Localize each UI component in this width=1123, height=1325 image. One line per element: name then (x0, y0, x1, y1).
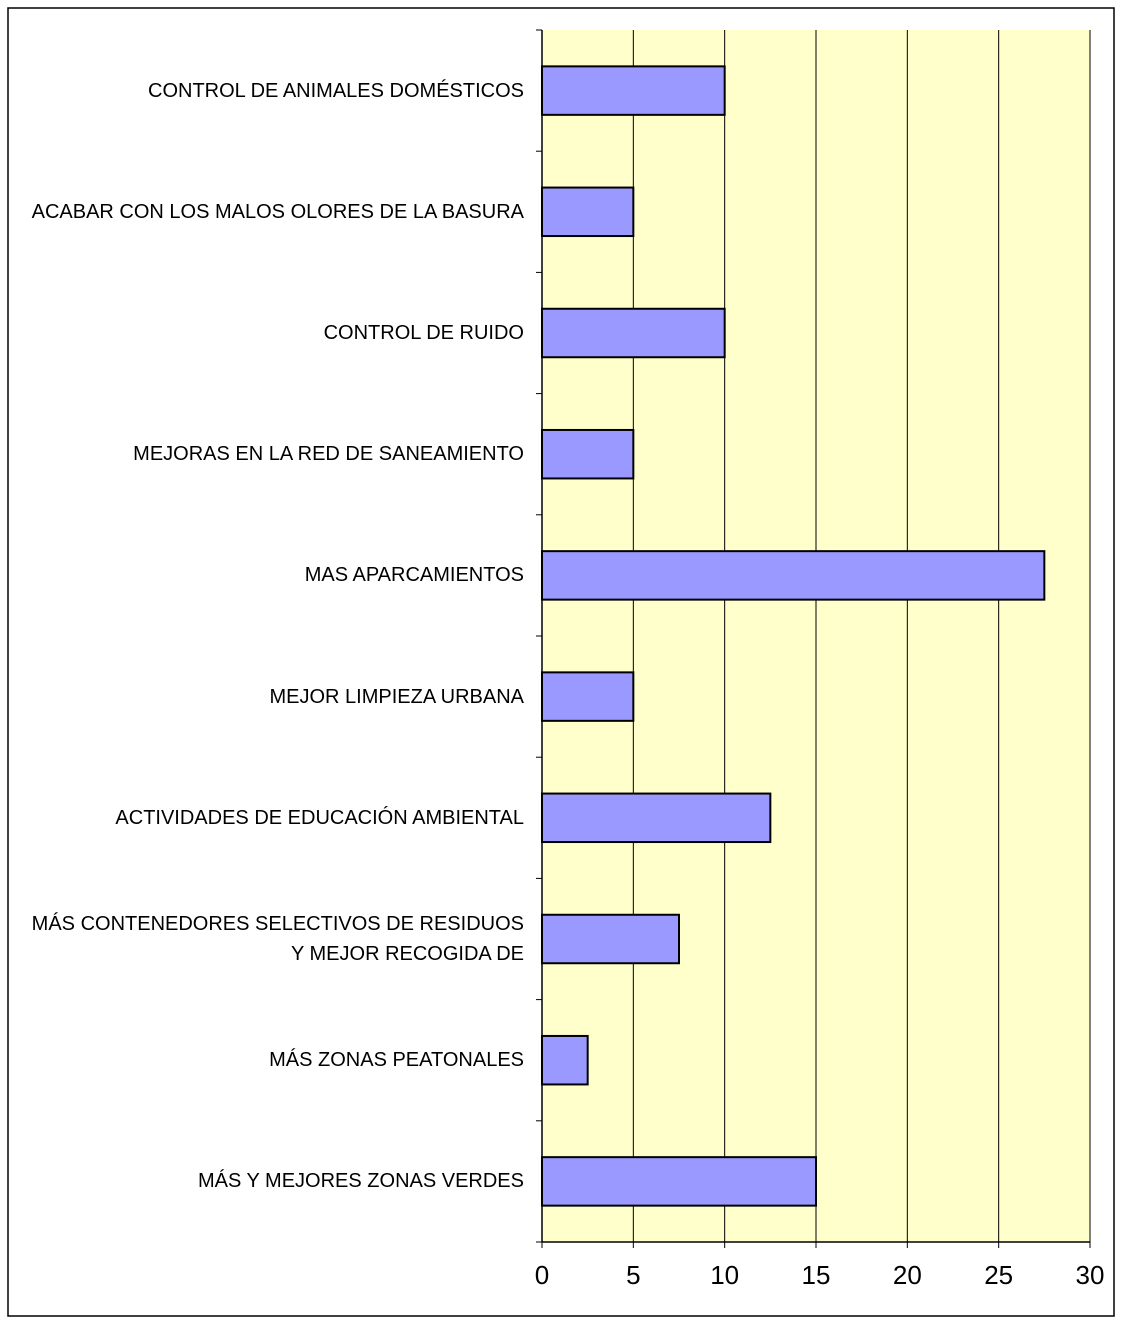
bar (541, 1156, 817, 1207)
bar (541, 913, 680, 965)
y-tick-label: MÁS CONTENEDORES SELECTIVOS DE RESIDUOS … (31, 913, 524, 965)
bar (541, 550, 1046, 601)
y-tick-label: CONTROL DE ANIMALES DOMÉSTICOS (148, 79, 524, 102)
x-tick-label: 25 (984, 1260, 1013, 1290)
y-tick-label: MEJOR LIMPIEZA URBANA (269, 685, 525, 708)
bar (541, 1034, 589, 1086)
x-tick-label: 30 (1076, 1260, 1105, 1290)
bar (541, 307, 726, 359)
y-tick-label: ACABAR CON LOS MALOS OLORES DE LA BASURA (31, 200, 524, 223)
y-tick-label: MÁS ZONAS PEATONALES (269, 1049, 524, 1072)
x-tick-label: 10 (710, 1260, 739, 1290)
x-tick-label: 15 (802, 1260, 831, 1290)
bar (541, 671, 635, 722)
bar (541, 186, 635, 238)
y-tick-label: MÁS Y MEJORES ZONAS VERDES (197, 1170, 524, 1193)
bar (541, 428, 635, 480)
x-tick-label: 20 (893, 1260, 922, 1290)
y-tick-label: MAS APARCAMIENTOS (304, 564, 524, 587)
bar (541, 792, 772, 844)
bar (541, 65, 726, 116)
y-tick-label: ACTIVIDADES DE EDUCACIÓN AMBIENTAL (115, 806, 524, 829)
y-tick-label: MEJORAS EN LA RED DE SANEAMIENTO (133, 443, 524, 466)
y-tick-label: CONTROL DE RUIDO (323, 322, 524, 344)
x-tick-label: 5 (626, 1260, 640, 1290)
x-tick-label: 0 (535, 1260, 549, 1290)
